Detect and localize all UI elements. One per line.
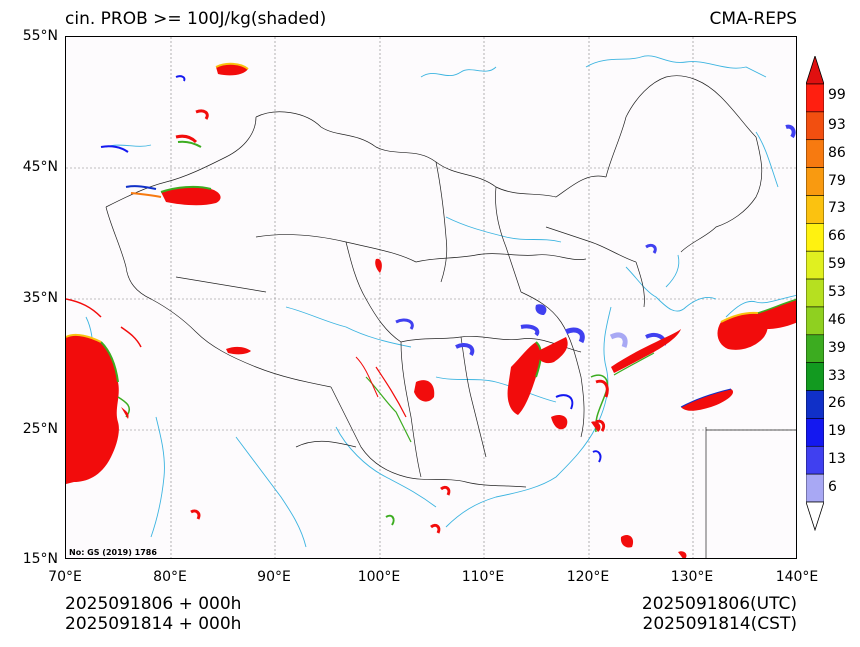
colorbar-band bbox=[806, 362, 824, 391]
colorbar-tick-label: 33 bbox=[828, 367, 846, 384]
map-canvas bbox=[66, 37, 796, 558]
colorbar-band bbox=[806, 223, 824, 252]
valid-time-cst: 2025091814(CST) bbox=[642, 614, 797, 634]
lat-label-45: 45°N bbox=[22, 159, 58, 175]
colorbar-tick-label: 6 bbox=[828, 479, 837, 496]
coastlines bbox=[85, 55, 796, 548]
colorbar-band bbox=[806, 167, 824, 196]
lat-label-15: 15°N bbox=[22, 551, 58, 567]
colorbar-tick-label: 39 bbox=[828, 339, 846, 356]
probability-shading bbox=[66, 62, 796, 558]
colorbar-band bbox=[806, 250, 824, 280]
colorbar-bands bbox=[806, 83, 824, 503]
colorbar-band bbox=[806, 139, 824, 168]
colorbar-tick-label: 59 bbox=[828, 256, 846, 273]
colorbar-tick-label: 13 bbox=[828, 451, 846, 468]
colorbar-tick-label: 53 bbox=[828, 284, 846, 300]
init-time-block: 2025091806 + 000h 2025091814 + 000h bbox=[65, 594, 241, 634]
lat-label-55: 55°N bbox=[22, 28, 58, 44]
lon-label-80: 80°E bbox=[153, 569, 187, 585]
lon-label-110: 110°E bbox=[461, 569, 505, 585]
lat-label-25: 25°N bbox=[22, 421, 58, 437]
colorbar-band bbox=[806, 195, 824, 224]
colorbar-band bbox=[806, 111, 824, 141]
valid-time-block: 2025091806(UTC) 2025091814(CST) bbox=[642, 594, 797, 634]
colorbar-band bbox=[806, 418, 824, 447]
init-utc-forecast: 2025091806 + 000h bbox=[65, 594, 242, 614]
colorbar-band bbox=[806, 334, 824, 363]
valid-time-utc: 2025091806(UTC) bbox=[641, 594, 797, 614]
lon-label-70: 70°E bbox=[48, 569, 82, 585]
colorbar-band bbox=[806, 390, 824, 419]
graticule bbox=[66, 37, 796, 558]
colorbar-band bbox=[806, 83, 824, 113]
colorbar-extend-bottom bbox=[806, 501, 824, 531]
colorbar-tick-label: 93 bbox=[828, 116, 846, 133]
colorbar-tick-label: 46 bbox=[828, 311, 846, 328]
colorbar-tick-label: 86 bbox=[828, 144, 846, 161]
colorbar-band bbox=[806, 278, 824, 308]
lon-label-130: 130°E bbox=[670, 569, 714, 585]
map-panel[interactable] bbox=[65, 36, 797, 559]
lon-label-140: 140°E bbox=[775, 569, 819, 585]
colorbar-band bbox=[806, 473, 824, 503]
colorbar-tick-label: 79 bbox=[828, 172, 846, 189]
lon-label-100: 100°E bbox=[357, 569, 401, 585]
init-cst-forecast: 2025091814 + 000h bbox=[65, 614, 242, 634]
lon-label-120: 120°E bbox=[566, 569, 610, 585]
colorbar bbox=[806, 56, 824, 531]
map-title: cin. PROB >= 100J/kg(shaded) bbox=[65, 9, 327, 29]
lat-label-35: 35°N bbox=[22, 290, 58, 306]
borders bbox=[105, 75, 796, 558]
model-name: CMA-REPS bbox=[709, 9, 797, 29]
colorbar-tick-label: 19 bbox=[828, 423, 846, 440]
colorbar-extend-top bbox=[806, 56, 824, 85]
colorbar-band bbox=[806, 445, 824, 475]
colorbar-tick-label: 73 bbox=[828, 200, 846, 217]
colorbar-tick-label: 99 bbox=[828, 86, 846, 103]
colorbar-tick-label: 66 bbox=[828, 228, 846, 245]
map-approval-stamp: No: GS (2019) 1786 bbox=[69, 548, 157, 557]
colorbar-tick-label: 26 bbox=[828, 395, 846, 412]
lon-label-90: 90°E bbox=[257, 569, 291, 585]
colorbar-band bbox=[806, 306, 824, 336]
